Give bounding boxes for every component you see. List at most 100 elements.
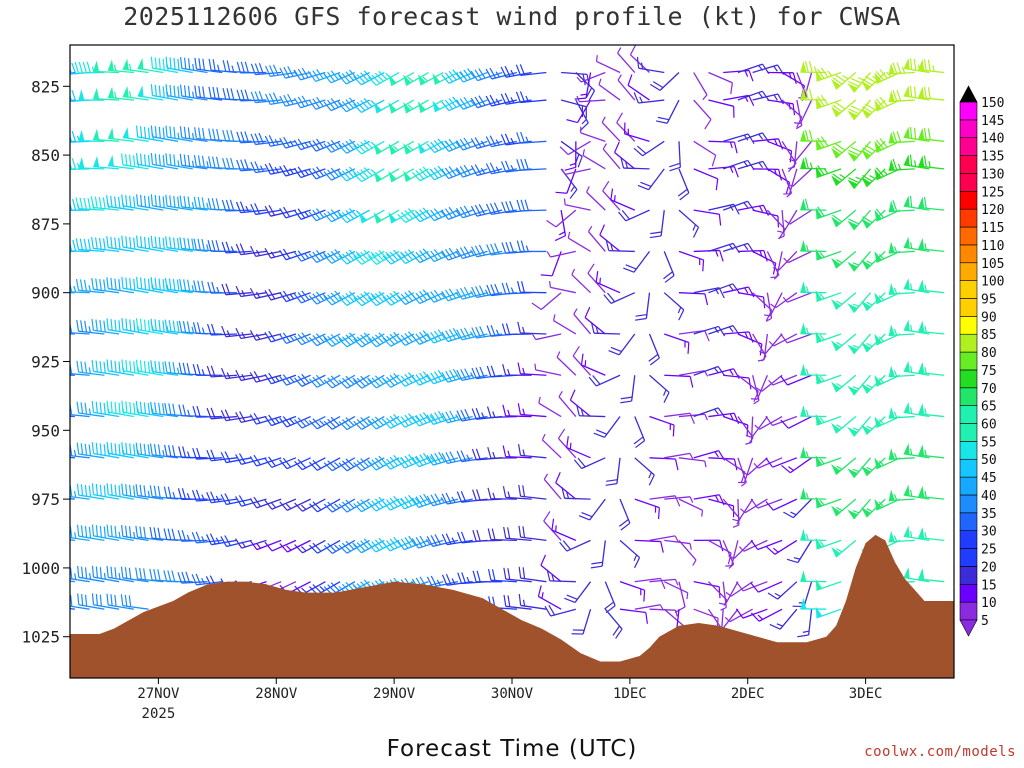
wind-barb	[540, 554, 562, 583]
y-axis: 825 850 875 900 925 950 975 1000 1025	[21, 77, 70, 647]
wind-barb	[388, 168, 415, 183]
wind-barb	[309, 539, 341, 554]
wind-barb	[750, 375, 768, 400]
wind-barb	[193, 196, 223, 211]
wind-barb	[121, 359, 149, 376]
colorbar-swatch	[959, 244, 978, 264]
wind-barb	[518, 525, 547, 542]
wind-barb	[750, 608, 783, 622]
wind-barb	[678, 292, 709, 306]
wind-barb	[664, 412, 695, 424]
wind-barb	[293, 166, 326, 179]
wind-barb	[206, 449, 238, 462]
wind-barb	[485, 202, 518, 215]
wind-barb	[566, 436, 591, 459]
wind-barb	[752, 138, 784, 150]
wind-barb	[750, 498, 783, 509]
wind-barb	[768, 374, 798, 386]
wind-barb	[593, 416, 621, 438]
wind-barb	[373, 168, 400, 183]
wind-barb	[635, 292, 651, 321]
wind-barb	[708, 412, 740, 425]
colorbar-swatch	[959, 441, 978, 460]
wind-barb	[91, 236, 120, 253]
wind-barb	[91, 359, 120, 376]
colorbar-swatch	[959, 119, 978, 139]
credit-link[interactable]: coolwx.com/models	[864, 744, 1016, 760]
wind-barb	[649, 415, 675, 437]
wind-barb	[70, 595, 90, 610]
wind-barb	[338, 69, 370, 85]
wind-barb	[742, 457, 768, 476]
wind-barb	[373, 209, 400, 224]
wind-barb	[560, 99, 587, 119]
wind-barb	[91, 593, 120, 610]
wind-barb	[165, 125, 193, 142]
wind-barb	[574, 72, 592, 100]
wind-barb	[249, 454, 282, 467]
colorbar-swatch	[959, 101, 978, 121]
x-tick-label: 28NOV	[255, 686, 298, 702]
wind-barb	[903, 154, 930, 170]
wind-barb	[192, 405, 223, 418]
wind-barb	[70, 567, 90, 583]
colorbar-swatch	[959, 262, 978, 281]
wind-barb	[179, 237, 208, 253]
wind-barb	[207, 198, 237, 211]
wind-barb	[588, 374, 621, 387]
colorbar-swatch	[959, 494, 978, 514]
colorbar-label: 100	[981, 275, 1004, 290]
wind-barb	[78, 157, 105, 170]
wind-barb	[518, 594, 547, 610]
wind-barb	[815, 413, 842, 426]
x-axis: 27NOV 2025 28NOV 29NOV 30NOV 1DEC 2DEC 3DEC	[137, 678, 882, 722]
wind-barb	[781, 457, 812, 474]
wind-barb	[781, 168, 793, 198]
wind-barb	[678, 209, 700, 238]
wind-barb	[353, 415, 385, 430]
wind-barb	[163, 528, 193, 542]
wind-barb	[800, 405, 827, 418]
wind-barb	[677, 168, 690, 201]
wind-barb	[561, 168, 591, 176]
wind-barb	[207, 323, 238, 336]
wind-barb	[637, 168, 665, 191]
wind-barb	[815, 248, 842, 261]
wind-barb	[471, 366, 503, 380]
wind-barb	[765, 415, 798, 427]
wind-barb	[502, 445, 532, 459]
wind-barb	[795, 99, 803, 130]
colorbar-swatch	[959, 333, 978, 353]
colorbar-label: 85	[981, 328, 997, 343]
wind-barb	[561, 487, 591, 500]
wind-barb	[576, 71, 606, 83]
wind-barb	[165, 153, 193, 170]
colorbar-swatch	[959, 423, 978, 442]
colorbar-swatch	[959, 601, 978, 621]
wind-barb	[308, 138, 341, 152]
wind-barb	[309, 498, 341, 513]
wind-barb	[163, 570, 193, 583]
wind-barb	[861, 457, 886, 477]
wind-barb	[78, 129, 105, 142]
wind-barb	[664, 452, 694, 460]
wind-barb	[634, 539, 664, 553]
wind-barb	[517, 321, 547, 335]
wind-barb	[135, 567, 164, 583]
wind-barb	[722, 133, 755, 144]
wind-barb	[847, 72, 872, 93]
wind-barb	[353, 498, 385, 513]
wind-barb	[470, 137, 503, 150]
wind-barb	[619, 608, 648, 624]
wind-barb	[235, 243, 267, 256]
wind-barb	[107, 155, 134, 170]
colorbar-swatch	[959, 387, 978, 406]
wind-barb	[279, 374, 311, 386]
wind-barb	[294, 539, 326, 554]
wind-barb	[815, 606, 842, 619]
wind-barb	[649, 374, 670, 403]
colorbar: 5 10 15 20 25 30 35 40 45 50 55 60 65 70 75 80 85 90 95 100…	[959, 85, 1004, 637]
wind-barb	[70, 99, 75, 102]
wind-barb	[338, 291, 370, 307]
wind-barb	[323, 457, 356, 472]
